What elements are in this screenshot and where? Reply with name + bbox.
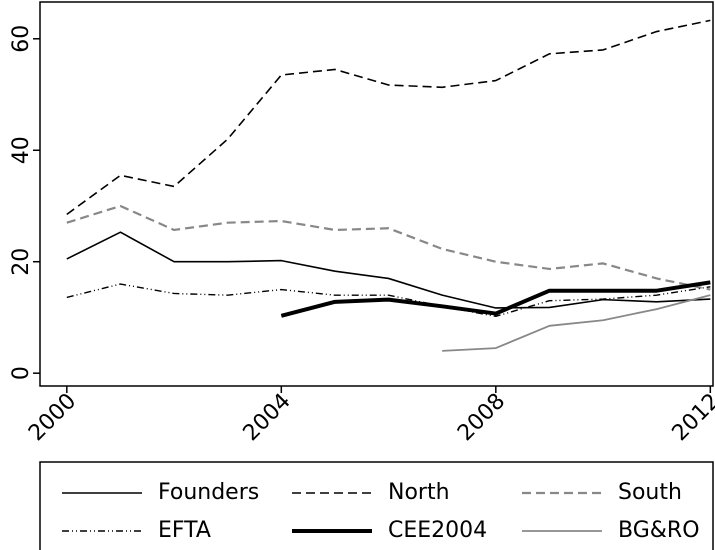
series-line — [442, 294, 711, 352]
x-tick-label: 2012 — [668, 389, 715, 446]
plot-frame — [39, 1, 714, 387]
x-tick-label: 2008 — [453, 389, 510, 446]
series-line — [66, 19, 711, 215]
legend-label: South — [618, 480, 682, 505]
x-tick-label: 2000 — [24, 389, 81, 446]
series-line — [66, 204, 711, 291]
legend-label: EFTA — [158, 518, 211, 543]
y-tick-label: 40 — [9, 136, 34, 164]
y-tick-label: 60 — [9, 25, 34, 53]
series-line — [66, 283, 711, 318]
legend-label: North — [388, 480, 450, 505]
legend-label: Founders — [158, 480, 259, 505]
series-line — [280, 280, 711, 318]
legend-label: BG&RO — [618, 518, 700, 543]
legend-frame — [39, 461, 714, 550]
y-tick-label: 20 — [9, 248, 34, 276]
y-tick-label: 0 — [9, 366, 34, 380]
series-line — [66, 231, 711, 309]
x-tick-label: 2004 — [239, 389, 296, 446]
legend-label: CEE2004 — [388, 518, 487, 543]
